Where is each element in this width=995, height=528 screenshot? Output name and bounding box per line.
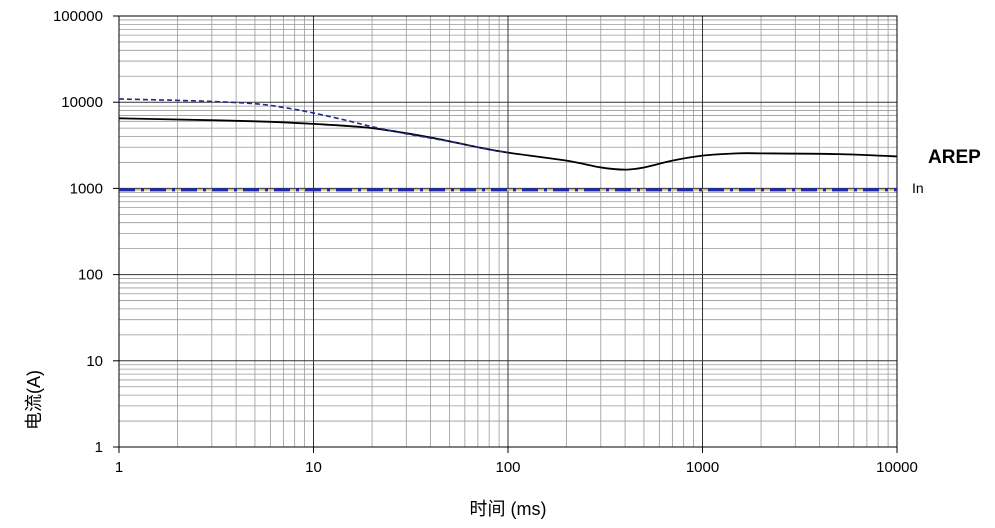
y-tick-label: 100000 [53,8,103,25]
x-tick-label: 1 [115,459,123,476]
y-tick-labels: 1 10 100 1000 10000 100000 [53,8,103,456]
major-gridlines [113,16,897,453]
x-tick-label: 10 [305,459,322,476]
x-tick-labels: 1 10 100 1000 10000 [115,459,918,476]
series-label-arep: AREP [928,147,981,168]
y-tick-label: 10 [86,353,103,370]
y-tick-label: 10000 [61,94,103,111]
x-tick-label: 1000 [686,459,719,476]
x-tick-label: 100 [495,459,520,476]
x-tick-label: 10000 [876,459,918,476]
series-label-in: In [912,180,924,196]
y-tick-label: 1000 [70,180,103,197]
y-tick-label: 1 [95,439,103,456]
y-tick-label: 100 [78,267,103,284]
x-axis-title: 时间 (ms) [470,499,547,519]
y-axis-title: 电流(A) [24,370,44,430]
